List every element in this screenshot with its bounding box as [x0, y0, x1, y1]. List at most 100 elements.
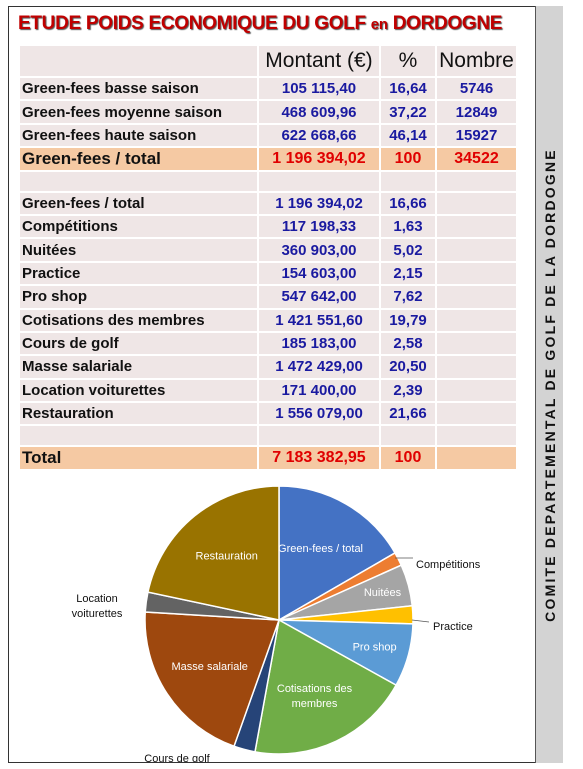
row-nombre — [437, 379, 516, 402]
table-row: Cotisations des membres 1 421 551,60 19,… — [20, 309, 516, 331]
pie-slice — [254, 618, 398, 755]
slice-label: Practice — [433, 621, 473, 633]
row-nombre — [437, 286, 516, 308]
row-nombre — [437, 403, 516, 425]
slice-label: Cotisations des membres — [277, 683, 353, 710]
sidebar-text: COMITE DEPARTEMENTAL DE GOLF DE LA DORDO… — [541, 147, 558, 622]
blank-cell — [259, 426, 379, 446]
table-row: Pro shop 547 642,00 7,62 — [20, 286, 516, 308]
row-pct: 37,22 — [381, 101, 435, 123]
greenfees-total-row: Green-fees / total 1 196 394,02 100 3452… — [20, 148, 516, 170]
header-pct: % — [381, 46, 435, 76]
row-pct: 21,66 — [381, 403, 435, 425]
row-montant: 1 421 551,60 — [259, 309, 379, 331]
pie-slice — [147, 485, 280, 621]
slice-label: Cours de golf — [144, 753, 210, 762]
row-nombre — [437, 309, 516, 331]
table-row: Cours de golf 185 183,00 2,58 — [20, 332, 516, 355]
table-row: Masse salariale 1 472 429,00 20,50 — [20, 356, 516, 378]
table-row: Restauration 1 556 079,00 21,66 — [20, 403, 516, 425]
page-title: ETUDE POIDS ECONOMIQUE DU GOLF en DORDOG… — [18, 13, 502, 35]
row-label: Green-fees / total — [20, 192, 257, 214]
blank-cell — [20, 171, 257, 191]
row-montant: 1 196 394,02 — [259, 148, 379, 170]
row-label: Practice — [20, 262, 257, 285]
row-label: Compétitions — [20, 215, 257, 238]
slice-label: Location voiturettes — [72, 593, 123, 620]
slice-label: Compétitions — [416, 559, 481, 571]
row-nombre: 5746 — [437, 78, 516, 100]
pie-slice — [144, 611, 281, 748]
row-nombre — [437, 447, 516, 469]
spacer-row — [20, 171, 516, 191]
table-row: Compétitions 117 198,33 1,63 — [20, 215, 516, 238]
row-pct: 7,62 — [381, 286, 435, 308]
row-label: Green-fees moyenne saison — [20, 101, 257, 123]
row-pct: 16,64 — [381, 78, 435, 100]
row-pct: 100 — [381, 148, 435, 170]
row-montant: 1 196 394,02 — [259, 192, 379, 214]
row-pct: 100 — [381, 447, 435, 469]
row-label: Cours de golf — [20, 332, 257, 355]
row-montant: 7 183 382,95 — [259, 447, 379, 469]
blank-cell — [381, 426, 435, 446]
blank-cell — [381, 171, 435, 191]
row-label: Cotisations des membres — [20, 309, 257, 331]
table-row: Practice 154 603,00 2,15 — [20, 262, 516, 285]
slice-label: Nuitées — [364, 587, 402, 599]
row-pct: 19,79 — [381, 309, 435, 331]
row-nombre — [437, 192, 516, 214]
slice-label: Restauration — [196, 550, 258, 562]
title-dept: DORDOGNE — [392, 13, 503, 34]
row-pct: 46,14 — [381, 124, 435, 147]
blank-cell — [437, 171, 516, 191]
row-nombre — [437, 215, 516, 238]
header-nombre: Nombre — [437, 46, 516, 76]
row-nombre — [437, 356, 516, 378]
row-label: Nuitées — [20, 239, 257, 261]
row-label: Location voiturettes — [20, 379, 257, 402]
row-montant: 117 198,33 — [259, 215, 379, 238]
leader-line — [411, 619, 430, 623]
row-nombre — [437, 332, 516, 355]
row-pct: 16,66 — [381, 192, 435, 214]
row-pct: 20,50 — [381, 356, 435, 378]
row-montant: 171 400,00 — [259, 379, 379, 402]
row-label: Green-fees / total — [20, 148, 257, 170]
row-label: Total — [20, 447, 257, 469]
row-nombre — [437, 239, 516, 261]
table-row: Nuitées 360 903,00 5,02 — [20, 239, 516, 261]
table-row: Location voiturettes 171 400,00 2,39 — [20, 379, 516, 402]
blank-cell — [259, 171, 379, 191]
table-header-row: Montant (€) % Nombre — [20, 46, 516, 76]
spacer-row — [20, 426, 516, 446]
row-pct: 2,58 — [381, 332, 435, 355]
pie-chart: Green-fees / total Compétitions Nuitées Pra… — [72, 485, 481, 762]
table-row: Green-fees / total 1 196 394,02 16,66 — [20, 192, 516, 214]
row-pct: 2,15 — [381, 262, 435, 285]
header-blank-cell — [20, 46, 257, 76]
row-montant: 547 642,00 — [259, 286, 379, 308]
table-row: Green-fees haute saison 622 668,66 46,14… — [20, 124, 516, 147]
row-montant: 360 903,00 — [259, 239, 379, 261]
row-nombre — [437, 262, 516, 285]
slice-label: Masse salariale — [171, 661, 247, 673]
row-nombre: 12849 — [437, 101, 516, 123]
row-montant: 105 115,40 — [259, 78, 379, 100]
row-pct: 2,39 — [381, 379, 435, 402]
row-montant: 185 183,00 — [259, 332, 379, 355]
row-nombre: 34522 — [437, 148, 516, 170]
table-row: Green-fees basse saison 105 115,40 16,64… — [20, 78, 516, 100]
title-en: en — [370, 16, 388, 33]
blank-cell — [437, 426, 516, 446]
pie-slice — [278, 485, 397, 622]
row-montant: 622 668,66 — [259, 124, 379, 147]
data-table: Montant (€) % Nombre Green-fees basse sa… — [18, 44, 518, 471]
grand-total-row: Total 7 183 382,95 100 — [20, 447, 516, 469]
row-label: Green-fees haute saison — [20, 124, 257, 147]
row-montant: 154 603,00 — [259, 262, 379, 285]
row-pct: 5,02 — [381, 239, 435, 261]
row-nombre: 15927 — [437, 124, 516, 147]
row-label: Pro shop — [20, 286, 257, 308]
row-montant: 468 609,96 — [259, 101, 379, 123]
